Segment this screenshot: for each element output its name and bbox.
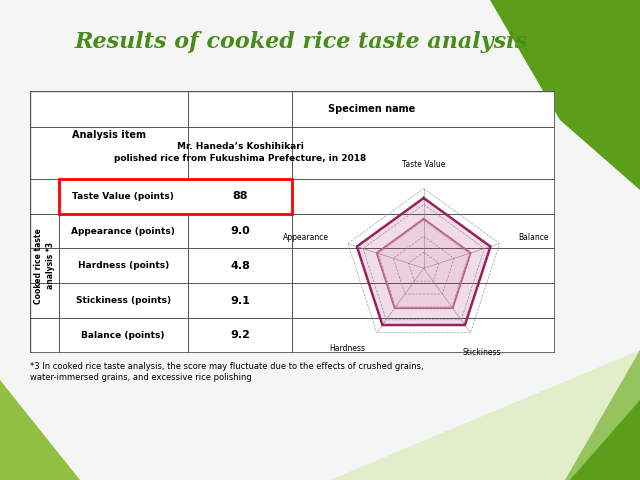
- Polygon shape: [330, 350, 640, 480]
- Text: Specimen name: Specimen name: [328, 104, 415, 114]
- Polygon shape: [565, 350, 640, 480]
- Polygon shape: [357, 198, 490, 325]
- Text: 9.0: 9.0: [230, 226, 250, 236]
- Text: 4.8: 4.8: [230, 261, 250, 271]
- Text: Hardness (points): Hardness (points): [77, 261, 169, 270]
- Polygon shape: [376, 219, 471, 308]
- Text: Analysis item: Analysis item: [72, 130, 146, 140]
- Text: 88: 88: [232, 191, 248, 201]
- Polygon shape: [490, 0, 640, 190]
- Text: Balance (points): Balance (points): [81, 331, 165, 340]
- Text: Cooked rice taste
analysis *3: Cooked rice taste analysis *3: [34, 228, 55, 304]
- Text: *3 In cooked rice taste analysis, the score may fluctuate due to the effects of : *3 In cooked rice taste analysis, the sc…: [30, 362, 424, 382]
- Text: Taste Value (points): Taste Value (points): [72, 192, 174, 201]
- Bar: [59, 179, 292, 214]
- Text: Results of cooked rice taste analysis: Results of cooked rice taste analysis: [74, 31, 527, 53]
- Text: 9.1: 9.1: [230, 296, 250, 306]
- Text: Stickiness (points): Stickiness (points): [76, 296, 171, 305]
- Text: 9.2: 9.2: [230, 330, 250, 340]
- Text: Mr. Haneda’s Koshihikari
polished rice from Fukushima Prefecture, in 2018: Mr. Haneda’s Koshihikari polished rice f…: [114, 142, 366, 163]
- Text: Appearance (points): Appearance (points): [71, 227, 175, 236]
- Polygon shape: [0, 380, 80, 480]
